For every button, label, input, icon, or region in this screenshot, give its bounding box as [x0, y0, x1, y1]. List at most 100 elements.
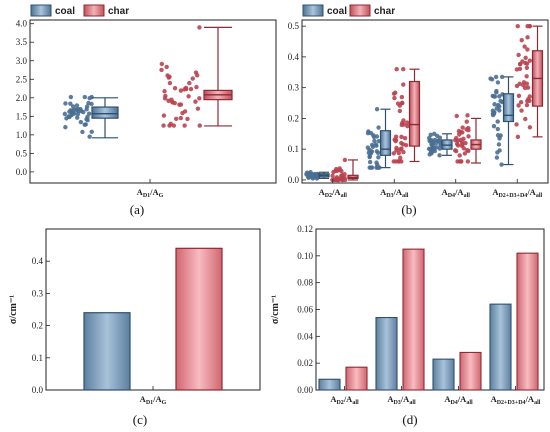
- coal-point: [437, 138, 442, 144]
- panel-a-ytick-label: 3.0: [16, 56, 28, 66]
- char-point: [161, 113, 167, 118]
- char-bar: [402, 248, 425, 391]
- char-point: [405, 120, 410, 125]
- panel-a-ytick-label: 2.0: [16, 93, 28, 103]
- char-point: [399, 94, 405, 100]
- panel-b-frame: [301, 19, 549, 184]
- panel-a-ytick-label: 0.0: [16, 167, 28, 177]
- chart-panels: 0.00.51.01.52.02.53.03.54.0AD1/AG0.00.10…: [8, 19, 549, 406]
- char-point: [401, 149, 406, 155]
- panel-b-ytick-label: 0.0: [288, 175, 300, 185]
- coal-point: [78, 119, 84, 125]
- coal-box: [91, 106, 119, 119]
- coal-point: [372, 138, 377, 144]
- char-point: [182, 109, 188, 114]
- char-point: [161, 123, 166, 128]
- panel-d-ytick-label: 0.06: [297, 305, 313, 315]
- coal-point: [365, 145, 371, 150]
- coal-point: [489, 77, 495, 82]
- coal-point: [496, 142, 502, 147]
- char-point: [395, 101, 401, 106]
- char-point: [403, 142, 409, 148]
- coal-point: [495, 126, 501, 132]
- coal-point: [437, 146, 442, 151]
- char-point: [393, 134, 399, 139]
- char-point: [460, 125, 465, 130]
- coal-point: [437, 153, 442, 158]
- char-point: [392, 95, 397, 101]
- char-point: [168, 121, 173, 127]
- coal-point: [371, 134, 377, 140]
- coal-point: [304, 172, 309, 177]
- char-point: [457, 132, 462, 137]
- panel-b-ytick-label: 0.4: [288, 52, 300, 62]
- coal-point: [434, 145, 439, 150]
- coal-point: [63, 124, 68, 130]
- char-point: [456, 128, 462, 134]
- char-point: [525, 98, 530, 104]
- char-point: [193, 70, 199, 75]
- char-point: [342, 157, 348, 163]
- char-point: [334, 166, 339, 172]
- coal-point: [87, 134, 92, 139]
- char-point: [405, 123, 410, 129]
- legend-label-char: char: [108, 6, 129, 17]
- panel-c-ytick-label: 0.1: [32, 353, 43, 363]
- char-point: [458, 137, 463, 143]
- coal-point: [370, 144, 376, 149]
- coal-point: [497, 148, 502, 153]
- char-point: [185, 116, 190, 122]
- char-point: [172, 100, 177, 106]
- panel-b-ytick-label: 0.1: [288, 144, 299, 154]
- coal-box: [379, 130, 392, 156]
- char-point: [197, 96, 202, 101]
- coal-point: [375, 150, 381, 155]
- coal-point: [81, 109, 86, 115]
- char-point: [197, 25, 202, 30]
- char-point: [401, 82, 406, 87]
- panel-a-ytick-label: 4.0: [16, 19, 28, 29]
- panel-c-ytick-label: 0.0: [32, 385, 44, 395]
- panel-c-frame: [45, 228, 261, 391]
- coal-point: [431, 138, 436, 143]
- panel-a-ytick-label: 1.5: [16, 111, 28, 121]
- char-point: [518, 99, 524, 105]
- char-point: [524, 102, 530, 108]
- char-point: [524, 74, 529, 79]
- char-point: [402, 135, 408, 141]
- coal-point: [496, 102, 501, 108]
- coal-point: [74, 103, 80, 108]
- char-point: [465, 113, 470, 118]
- panel-a-ytick-label: 2.5: [16, 74, 28, 84]
- coal-point: [70, 104, 76, 109]
- coal-point: [83, 122, 88, 127]
- panel-d-category-label: AD3/Aall: [387, 394, 416, 406]
- panel-d-ytick-label: 0.04: [297, 331, 313, 341]
- coal-point: [71, 111, 77, 116]
- char-point: [393, 90, 398, 95]
- coal-bar: [83, 312, 131, 391]
- char-point: [459, 159, 464, 164]
- panel-label-d: (d): [402, 412, 417, 427]
- panel-d-category-label: AD4/Aall: [444, 394, 473, 406]
- char-point: [393, 137, 399, 143]
- coal-point: [494, 88, 499, 94]
- char-point: [164, 64, 169, 70]
- coal-point: [374, 106, 380, 112]
- char-point: [516, 93, 522, 99]
- char-point: [514, 122, 519, 127]
- panel-d-ytick-label: 0.10: [297, 251, 313, 261]
- char-point: [524, 65, 530, 70]
- panel-b-category-label: AD4/Aall: [442, 187, 471, 199]
- coal-point: [85, 118, 90, 123]
- coal-point: [495, 119, 500, 124]
- char-point: [391, 151, 396, 156]
- char-point: [515, 23, 520, 29]
- char-point: [515, 134, 521, 140]
- char-point: [172, 86, 178, 91]
- coal-box: [502, 93, 515, 123]
- panel-c-ylabel: σ/cm⁻¹: [8, 295, 19, 324]
- coal-point: [71, 107, 76, 113]
- char-point: [195, 106, 201, 111]
- char-point: [182, 123, 187, 128]
